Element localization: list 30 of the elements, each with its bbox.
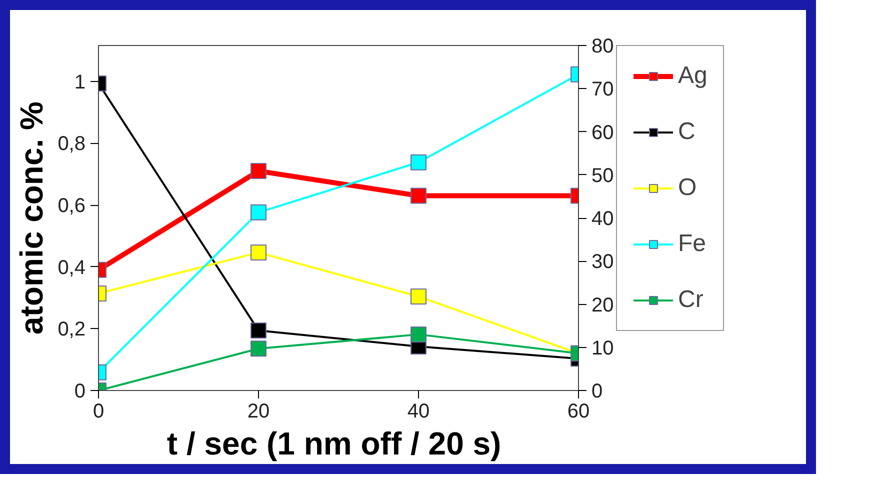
y2-tick-label: 60 [592, 122, 614, 144]
y-tick-label: 0 [74, 380, 86, 402]
y-tick-label: 0,8 [58, 133, 86, 156]
y-tick-label: 1 [74, 71, 86, 94]
point [410, 326, 426, 342]
y2-tick-label: 40 [592, 208, 614, 230]
y2-tick-label: 20 [592, 294, 614, 316]
y-tick-label: 0,4 [58, 256, 86, 279]
y-tick-label: 0,6 [58, 195, 86, 218]
x-tick-label: 0 [92, 400, 104, 422]
legend-label: Ag [678, 62, 708, 90]
legend-label: C [678, 118, 696, 146]
y2-tick-label: 70 [592, 78, 614, 101]
legend-label: Cr [678, 286, 704, 314]
y2-tick-label: 30 [592, 251, 614, 274]
y2-tick-label: 0 [592, 380, 603, 402]
x-axis-title: t / sec (1 nm off / 20 s) [166, 426, 502, 462]
y2-tick-label: 50 [592, 164, 614, 187]
y2-tick-label: 80 [592, 36, 614, 58]
x-tick-label: 60 [567, 400, 590, 422]
x-tick-label: 40 [407, 400, 430, 422]
point [250, 244, 266, 260]
point [410, 288, 426, 304]
point [250, 340, 266, 357]
y-tick-label: 0,2 [58, 318, 86, 341]
legend-label: O [678, 174, 698, 202]
y2-tick-label: 10 [592, 337, 614, 360]
x-tick-label: 20 [247, 400, 270, 422]
y-axis-title: atomic conc. % [14, 102, 50, 334]
legend-label: Fe [678, 230, 706, 258]
